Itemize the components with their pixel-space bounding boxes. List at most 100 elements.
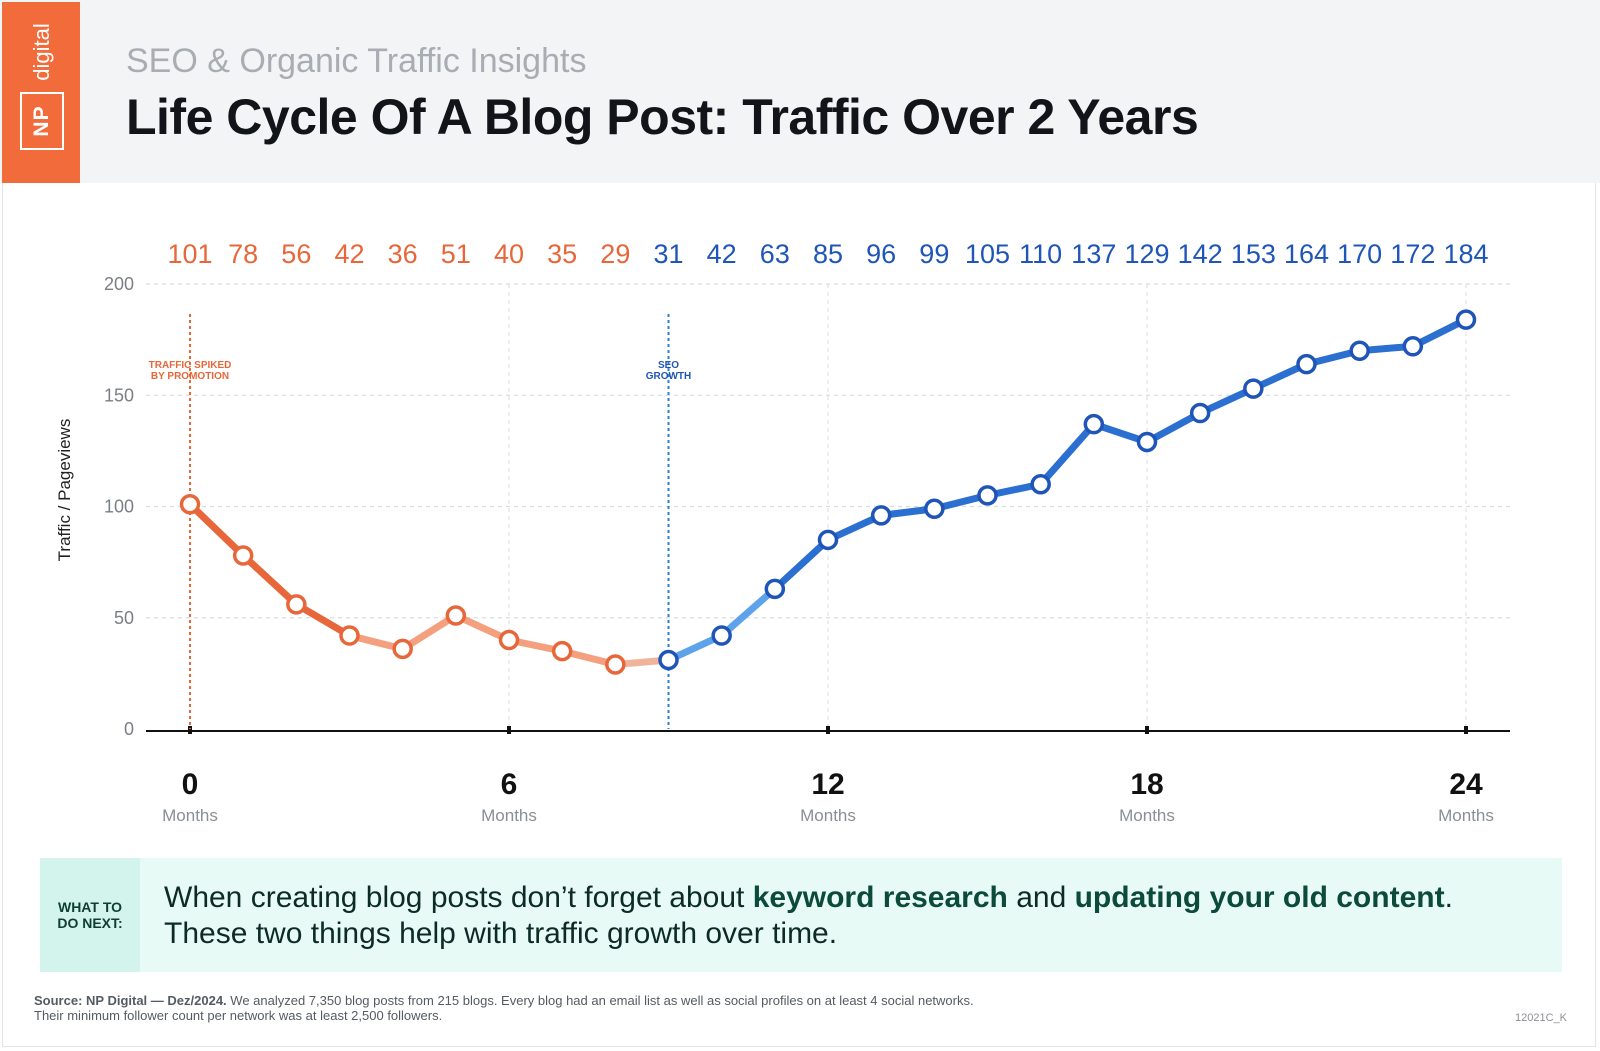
- data-label: 36: [388, 239, 418, 269]
- data-label: 184: [1443, 239, 1488, 269]
- callout-text: When creating blog posts don’t forget ab…: [164, 880, 1554, 952]
- data-label: 101: [167, 239, 212, 269]
- data-label: 105: [965, 239, 1010, 269]
- data-label: 78: [228, 239, 258, 269]
- what-to-do-next-callout: WHAT TO DO NEXT: When creating blog post…: [40, 858, 1562, 972]
- data-point: [551, 640, 573, 662]
- data-point: [817, 529, 839, 551]
- np-digital-logo: digital NP: [2, 2, 80, 183]
- header: digital NP SEO & Organic Traffic Insight…: [0, 0, 1600, 183]
- x-tick-label: 6: [501, 768, 518, 801]
- data-point: [1349, 340, 1370, 361]
- logo-np-text: NP: [30, 105, 53, 137]
- annotation-label: SEO: [658, 360, 679, 371]
- series-line-segment: [399, 612, 460, 653]
- x-tick-unit: Months: [1438, 806, 1494, 825]
- data-point: [339, 625, 360, 646]
- data-point: [1083, 413, 1105, 435]
- y-tick-label: 0: [124, 719, 134, 739]
- source-line1: We analyzed 7,350 blog posts from 215 bl…: [226, 993, 974, 1008]
- series-line-segment: [771, 536, 832, 593]
- data-label: 153: [1231, 239, 1276, 269]
- data-label: 56: [281, 239, 311, 269]
- data-label: 172: [1390, 239, 1435, 269]
- callout-label: WHAT TO DO NEXT:: [40, 858, 140, 972]
- annotation-label: GROWTH: [646, 371, 692, 382]
- y-tick-label: 100: [104, 497, 134, 517]
- x-tick-label: 0: [182, 768, 199, 801]
- data-point: [1030, 474, 1051, 495]
- source-bold: Source: NP Digital — Dez/2024.: [34, 993, 227, 1008]
- y-tick-label: 50: [114, 608, 134, 628]
- logo-digital-text: digital: [29, 23, 54, 81]
- data-point: [1455, 309, 1477, 330]
- data-point: [658, 649, 679, 671]
- x-tick-unit: Months: [800, 806, 856, 825]
- data-point: [232, 545, 254, 566]
- data-label: 31: [653, 239, 683, 269]
- x-tick-unit: Months: [481, 806, 537, 825]
- data-point: [711, 625, 732, 646]
- x-tick-label: 18: [1130, 768, 1163, 801]
- data-point: [179, 494, 201, 515]
- callout-text-line2: These two things help with traffic growt…: [164, 917, 838, 950]
- logo-box: [20, 92, 64, 150]
- data-label: 29: [600, 239, 630, 269]
- data-label: 129: [1124, 239, 1169, 269]
- series-line-segment: [239, 551, 300, 608]
- data-point: [977, 485, 998, 506]
- data-point: [924, 498, 945, 519]
- data-point: [764, 578, 786, 600]
- data-label: 42: [707, 239, 737, 269]
- data-label: 35: [547, 239, 577, 269]
- x-tick-unit: Months: [162, 806, 218, 825]
- annotation-label: BY PROMOTION: [151, 371, 229, 382]
- data-point: [286, 594, 307, 615]
- data-point: [1243, 378, 1264, 399]
- chart-code: 12021C_K: [1515, 1012, 1567, 1024]
- data-label: 42: [334, 239, 364, 269]
- data-point: [1136, 431, 1158, 453]
- data-label: 96: [866, 239, 896, 269]
- annotation-label: TRAFFIC SPIKED: [149, 360, 232, 371]
- data-point: [870, 505, 892, 526]
- data-label: 63: [760, 239, 790, 269]
- x-tick-label: 24: [1449, 768, 1483, 801]
- data-label: 110: [1019, 239, 1062, 269]
- series-line-segment: [718, 585, 779, 640]
- callout-label-line1: WHAT TO: [57, 899, 123, 915]
- source-footnote: Source: NP Digital — Dez/2024. We analyz…: [34, 993, 1454, 1023]
- data-label: 164: [1284, 239, 1329, 269]
- data-point: [605, 654, 626, 675]
- callout-bold-keyword-research: keyword research: [752, 881, 1008, 914]
- series-line-segment: [292, 600, 353, 640]
- data-point: [1296, 353, 1317, 375]
- y-tick-label: 150: [104, 385, 134, 405]
- data-label: 85: [813, 239, 843, 269]
- y-tick-label: 200: [104, 274, 134, 294]
- data-label: 40: [494, 239, 524, 269]
- data-point: [498, 629, 520, 651]
- data-label: 170: [1337, 239, 1382, 269]
- x-tick-label: 12: [811, 768, 844, 801]
- data-point: [1189, 402, 1211, 424]
- series-line-segment: [186, 500, 247, 559]
- y-axis-label: Traffic / Pageviews: [55, 419, 74, 562]
- data-label: 51: [441, 239, 471, 269]
- x-tick-unit: Months: [1119, 806, 1175, 825]
- data-label: 137: [1071, 239, 1116, 269]
- callout-text-part3: .: [1444, 881, 1453, 914]
- source-line2: Their minimum follower count per network…: [34, 1008, 443, 1023]
- page-title: Life Cycle Of A Blog Post: Traffic Over …: [126, 89, 1199, 145]
- data-point: [445, 605, 467, 626]
- data-point: [1402, 336, 1424, 357]
- callout-bold-updating-content: updating your old content: [1074, 881, 1445, 914]
- data-label: 99: [919, 239, 949, 269]
- callout-text-part1: When creating blog posts don’t forget ab…: [164, 881, 753, 914]
- series-line-segment: [1037, 420, 1098, 488]
- data-label: 142: [1178, 239, 1223, 269]
- data-point: [392, 638, 413, 660]
- page-subtitle: SEO & Organic Traffic Insights: [126, 42, 587, 80]
- callout-label-line2: DO NEXT:: [57, 915, 123, 931]
